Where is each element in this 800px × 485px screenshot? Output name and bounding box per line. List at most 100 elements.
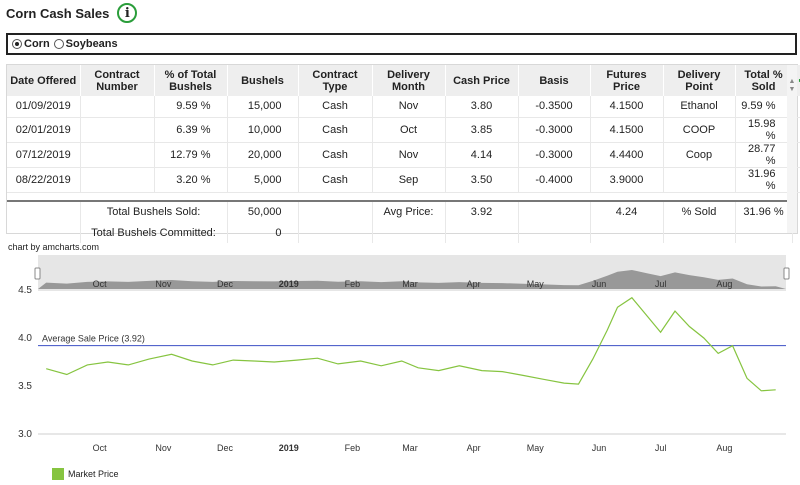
cell-point (663, 167, 736, 193)
cell-pct-total: 3.20 % (154, 167, 228, 193)
scrollbar-grip-right[interactable] (783, 267, 790, 280)
scrollbar-grip-left[interactable] (34, 267, 41, 280)
table-header-row: Date Offered Contract Number % of Total … (7, 65, 800, 96)
col-header-date[interactable]: Date Offered (7, 65, 81, 96)
scrollbar-preview[interactable] (38, 270, 786, 289)
totals-row: Total Bushels Sold: 50,000 Avg Price: 3.… (7, 201, 800, 222)
y-tick-label: 3.5 (18, 381, 32, 392)
radio-button-soybeans[interactable] (53, 39, 64, 49)
col-header-contract[interactable]: Contract Number (80, 65, 155, 96)
scrollbar-tick-label: Jun (592, 279, 607, 289)
col-header-pct-total[interactable]: % of Total Bushels (154, 65, 228, 96)
average-price-label: Average Sale Price (3.92) (42, 334, 145, 344)
x-tick-label: Feb (345, 443, 361, 453)
x-tick-label: Aug (716, 443, 732, 453)
radio-soybeans[interactable]: Soybeans (53, 38, 118, 50)
cell-contract (80, 117, 155, 143)
scroll-up-icon[interactable]: ▲ (788, 78, 796, 85)
scrollbar-tick-label: Jul (655, 279, 667, 289)
cell-date: 07/12/2019 (7, 142, 81, 168)
cell-total-sold: 28.77 % (735, 142, 793, 168)
total-committed-value: 0 (227, 222, 299, 243)
legend-label: Market Price (68, 469, 119, 479)
sales-table-container: Date Offered Contract Number % of Total … (6, 64, 800, 243)
cell-futures: 4.1500 (590, 96, 664, 118)
scrollbar-tick-label: May (527, 279, 545, 289)
scrollbar-tick-label: Nov (155, 279, 172, 289)
cell-cash: 3.80 (445, 96, 519, 118)
cell-month: Sep (372, 167, 446, 193)
x-tick-label: Apr (467, 443, 481, 453)
x-tick-label: Jul (655, 443, 667, 453)
info-icon[interactable]: i (117, 3, 138, 23)
cell-basis: -0.4000 (518, 167, 591, 193)
cell-pct-total: 12.79 % (154, 142, 228, 168)
chart-credit[interactable]: chart by amcharts.com (8, 242, 100, 252)
cell-total-sold: 31.96 % (735, 167, 793, 193)
scrollbar-tick-label: Apr (467, 279, 481, 289)
scrollbar-tick-label: Dec (217, 279, 234, 289)
cell-type: Cash (298, 96, 373, 118)
y-tick-label: 4.5 (18, 285, 32, 296)
cell-bushels: 5,000 (227, 167, 299, 193)
cell-bushels: 20,000 (227, 142, 299, 168)
cell-total-sold: 9.59 % (735, 96, 793, 118)
avg-futures-value: 4.24 (590, 201, 664, 222)
cell-month: Oct (372, 117, 446, 143)
col-header-month[interactable]: Delivery Month (372, 65, 446, 96)
col-header-type[interactable]: Contract Type (298, 65, 373, 96)
page-header: Corn Cash Sales i (6, 3, 138, 23)
y-tick-label: 4.0 (18, 333, 32, 344)
x-tick-label: Nov (155, 443, 172, 453)
scrollbar-tick-label: Aug (716, 279, 732, 289)
cell-point: COOP (663, 117, 736, 143)
cell-pct-total: 9.59 % (154, 96, 228, 118)
market-price-line[interactable] (46, 296, 776, 392)
table-row[interactable]: 07/12/2019 12.79 % 20,000 Cash Nov 4.14 -0.300… (7, 142, 800, 168)
col-header-bushels[interactable]: Bushels (227, 65, 299, 96)
col-header-total-sold[interactable]: Total % Sold (735, 65, 793, 96)
cell-point: Coop (663, 142, 736, 168)
crop-selector: Corn Soybeans (6, 33, 797, 55)
pct-sold-value: 31.96 % (735, 201, 793, 222)
radio-button-corn[interactable] (12, 39, 22, 49)
cell-contract (80, 96, 155, 118)
market-price-chart: Oct Oct Nov Nov Dec Dec 2019 2019 Feb Feb Mar Mar Ap… (18, 255, 790, 453)
x-tick-label: May (527, 443, 545, 453)
total-sold-label: Total Bushels Sold: (80, 201, 228, 222)
x-tick-label: Dec (217, 443, 234, 453)
cell-bushels: 15,000 (227, 96, 299, 118)
cell-basis: -0.3000 (518, 142, 591, 168)
sales-table: Date Offered Contract Number % of Total … (7, 65, 800, 243)
cell-contract (80, 142, 155, 168)
table-row[interactable]: 01/09/2019 9.59 % 15,000 Cash Nov 3.80 -0.3500… (7, 96, 800, 118)
chart-legend[interactable]: Market Price (52, 468, 119, 480)
cell-point: Ethanol (663, 96, 736, 118)
col-header-cash[interactable]: Cash Price (445, 65, 519, 96)
cell-basis: -0.3000 (518, 117, 591, 143)
x-tick-label: Oct (93, 443, 108, 453)
pct-sold-label: % Sold (663, 201, 736, 222)
avg-price-label: Avg Price: (372, 201, 446, 222)
cell-month: Nov (372, 96, 446, 118)
col-header-point[interactable]: Delivery Point (663, 65, 736, 96)
scrollbar-tick-label: Feb (345, 279, 361, 289)
cell-futures: 4.1500 (590, 117, 664, 143)
cell-type: Cash (298, 142, 373, 168)
cell-month: Nov (372, 142, 446, 168)
cell-contract (80, 167, 155, 193)
table-scrollbar[interactable]: ▲ ▼ (787, 65, 797, 233)
legend-swatch[interactable] (52, 468, 64, 480)
col-header-basis[interactable]: Basis (518, 65, 591, 96)
radio-corn[interactable]: Corn (12, 38, 50, 50)
radio-label-corn: Corn (24, 38, 50, 50)
table-row[interactable]: 02/01/2019 6.39 % 10,000 Cash Oct 3.85 -0.3000… (7, 117, 800, 143)
plus-icon[interactable]: + (798, 65, 800, 95)
committed-row: Total Bushels Committed: 0 (7, 222, 800, 243)
cell-date: 02/01/2019 (7, 117, 81, 143)
cell-bushels: 10,000 (227, 117, 299, 143)
table-row[interactable]: 08/22/2019 3.20 % 5,000 Cash Sep 3.50 -0.4000 3… (7, 167, 800, 193)
col-header-futures[interactable]: Futures Price (590, 65, 664, 96)
cell-total-sold: 15.98 % (735, 117, 793, 143)
scroll-down-icon[interactable]: ▼ (788, 86, 796, 93)
